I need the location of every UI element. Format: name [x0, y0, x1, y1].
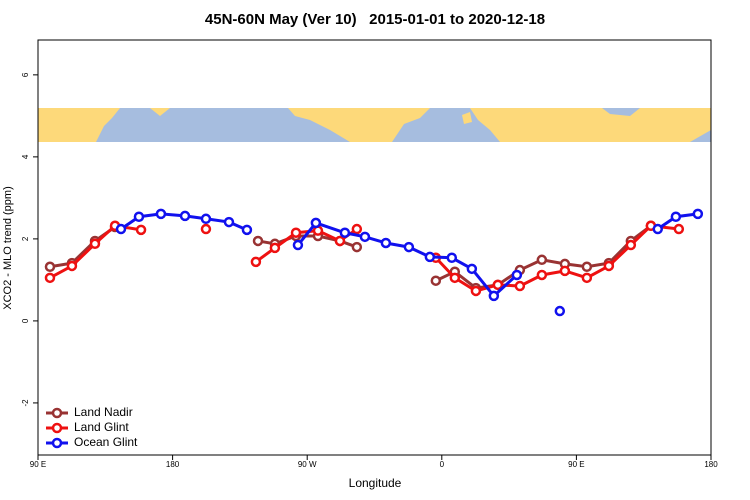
data-point [581, 261, 593, 273]
legend-marker [51, 407, 63, 419]
data-point [380, 237, 392, 249]
data-point [223, 216, 235, 228]
legend-marker [51, 437, 63, 449]
data-point [673, 223, 685, 235]
x-tick-label: 90 E [30, 460, 46, 469]
y-tick-label: 6 [21, 72, 30, 77]
data-point [179, 210, 191, 222]
data-point [581, 272, 593, 284]
data-point [449, 272, 461, 284]
data-point [135, 224, 147, 236]
data-point [250, 256, 262, 268]
plot-frame [37, 39, 712, 456]
data-point [652, 223, 664, 235]
legend-marker [51, 422, 63, 434]
data-point [403, 241, 415, 253]
data-point [536, 269, 548, 281]
data-point [466, 263, 478, 275]
data-point [290, 227, 302, 238]
legend-label: Ocean Glint [74, 435, 138, 449]
data-point [241, 224, 253, 236]
chart-title: 45N-60N May (Ver 10) 2015-01-01 to 2020-… [205, 11, 545, 28]
data-point [536, 254, 548, 266]
x-tick-label: 0 [440, 460, 445, 469]
data-point [339, 227, 351, 238]
data-point [334, 235, 346, 247]
data-point [133, 211, 145, 222]
x-tick-label: 180 [704, 460, 718, 469]
y-axis-label: XCO2 - MLO trend (ppm) [2, 186, 14, 309]
x-tick-label: 90 E [568, 460, 584, 469]
data-point [252, 235, 264, 247]
x-tick-label: 90 W [298, 460, 317, 469]
data-point [670, 211, 682, 222]
data-point [424, 251, 436, 263]
data-point [603, 260, 615, 272]
data-point [446, 252, 458, 264]
data-point [359, 231, 371, 243]
data-point [200, 223, 212, 235]
legend-label: Land Glint [74, 420, 129, 434]
data-point [66, 260, 78, 272]
data-point [554, 305, 566, 317]
data-point [269, 242, 281, 254]
data-point [200, 213, 212, 225]
data-point [44, 261, 56, 273]
map-band [38, 108, 711, 142]
data-point [511, 269, 523, 281]
x-axis-label: Longitude [349, 476, 402, 490]
data-point [89, 238, 101, 250]
data-point [351, 223, 363, 235]
data-point [514, 280, 526, 292]
data-point [351, 241, 363, 253]
data-point [292, 239, 304, 251]
data-point [430, 275, 442, 286]
data-point [155, 208, 167, 220]
data-point [625, 239, 637, 251]
y-tick-label: 4 [21, 154, 30, 159]
data-point [488, 290, 500, 302]
data-point [310, 217, 322, 229]
data-point [44, 272, 56, 284]
y-tick-label: 2 [21, 236, 30, 241]
data-point [492, 279, 504, 291]
y-tick-label: 0 [21, 318, 30, 323]
data-point [470, 285, 482, 297]
legend-label: Land Nadir [74, 405, 133, 419]
x-tick-label: 180 [166, 460, 180, 469]
y-tick-label: -2 [21, 399, 30, 407]
data-point [559, 265, 571, 277]
data-point [692, 208, 704, 220]
data-point [115, 223, 127, 235]
